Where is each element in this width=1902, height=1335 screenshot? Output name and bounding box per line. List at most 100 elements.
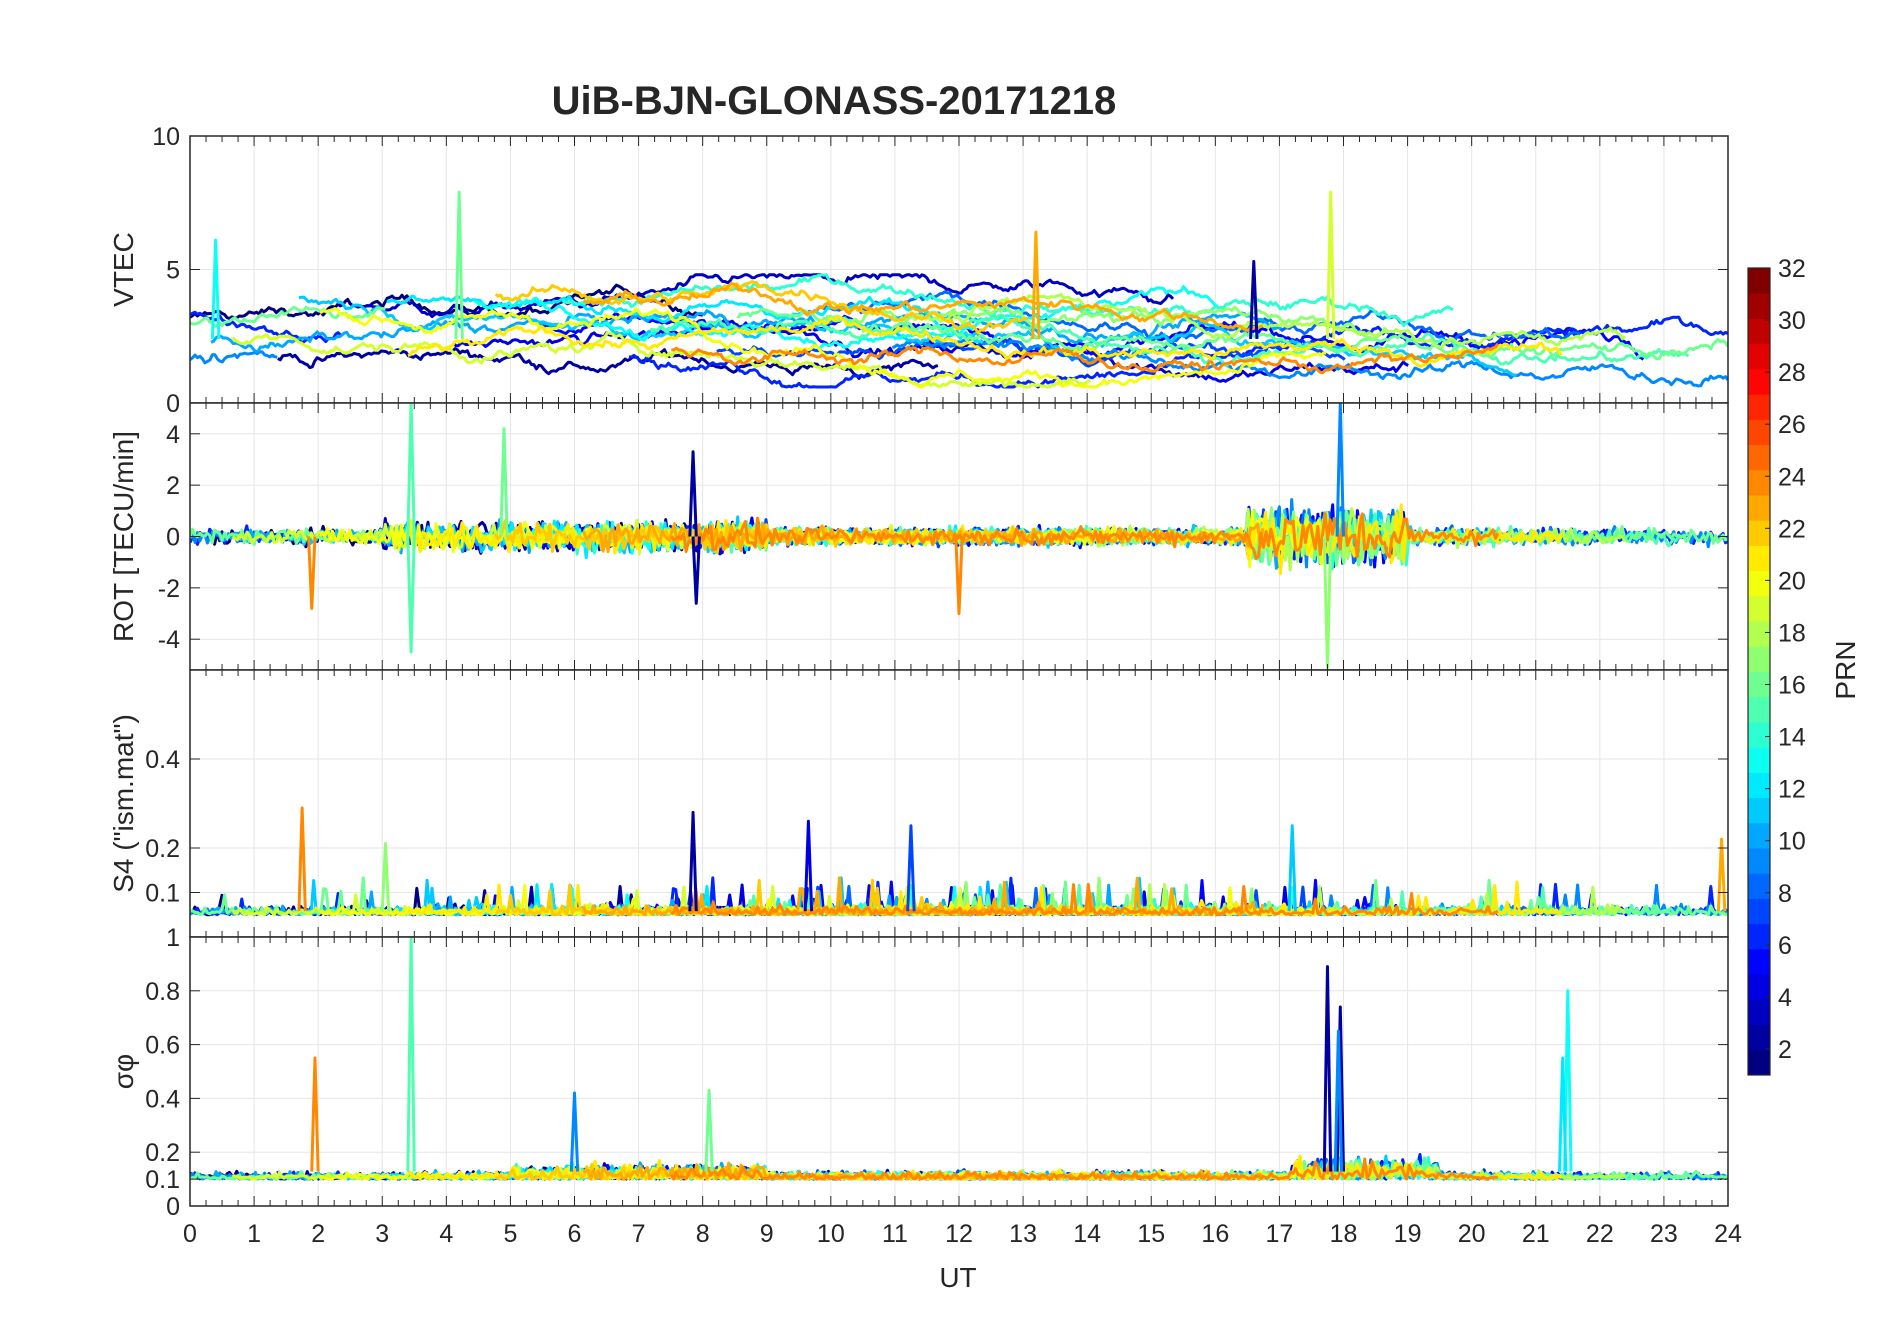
y-axis-label: VTEC (108, 232, 139, 307)
colorbar-bin (1748, 621, 1770, 647)
peak-point (1716, 837, 1727, 912)
colorbar-bin (1748, 822, 1770, 849)
colorbar-tick-label: 20 (1778, 567, 1806, 595)
series-line-prn-16 (736, 307, 1728, 361)
peak-point (1325, 190, 1336, 339)
colorbar-bin (1748, 948, 1770, 975)
colorbar-bin (1748, 520, 1770, 546)
series-line-prn-24 (671, 342, 1500, 375)
x-tick-label: 8 (696, 1220, 710, 1248)
series-line-prn-20 (319, 307, 1327, 389)
colorbar-tick-label: 6 (1778, 932, 1792, 960)
peak-point (1322, 965, 1333, 1172)
x-tick-label: 17 (1266, 1220, 1294, 1248)
x-tick-label: 20 (1458, 1220, 1486, 1248)
x-tick-label: 0 (183, 1220, 197, 1248)
x-tick-label: 1 (247, 1220, 261, 1248)
colorbar-bin (1748, 747, 1770, 773)
series-line-prn-9 (190, 350, 278, 365)
colorbar-tick-label: 10 (1778, 828, 1806, 856)
x-tick-label: 12 (945, 1220, 973, 1248)
x-tick-label: 22 (1586, 1220, 1614, 1248)
series-line-prn-6 (628, 315, 1728, 389)
x-axis-label: UT (939, 1262, 976, 1293)
colorbar-bin (1748, 545, 1770, 572)
series-line-prn-19 (231, 330, 1092, 389)
y-tick-label: 5 (166, 257, 180, 285)
colorbar-bin (1748, 974, 1770, 1000)
series-line-prn-18 (913, 292, 1626, 349)
colorbar-bin (1748, 1049, 1770, 1076)
peak-point (1335, 1005, 1345, 1172)
peak-point (691, 536, 701, 605)
colorbar-tick-label: 16 (1778, 672, 1806, 700)
x-tick-label: 13 (1009, 1220, 1037, 1248)
series-line-prn-22 (494, 280, 1029, 335)
series-line-prn-21 (407, 315, 1563, 368)
colorbar-bin (1748, 570, 1770, 597)
colorbar-tick-label: 28 (1778, 359, 1806, 387)
peak-point (688, 450, 698, 537)
y-tick-label: 0 (166, 1193, 180, 1221)
y-axis-label: ROT [TECU/min] (108, 431, 139, 642)
y-tick-label: 0.2 (145, 1139, 180, 1167)
peak-point (1335, 403, 1345, 537)
colorbar-tick-label: 8 (1778, 880, 1792, 908)
colorbar-label: PRN (1830, 640, 1861, 699)
x-tick-label: 24 (1714, 1220, 1742, 1248)
y-tick-label: 0.8 (145, 978, 180, 1006)
colorbar-bin (1748, 848, 1770, 874)
y-tick-label: 0.4 (145, 746, 180, 774)
peak-point (954, 536, 964, 616)
peak-point (569, 1091, 580, 1172)
panel-sigma_phi: 00.10.2 0.4 0.6 0.8 1 σφ (108, 924, 1729, 1221)
colorbar-tick-label: 18 (1778, 619, 1806, 647)
x-tick-label: 2 (311, 1220, 325, 1248)
y-tick-label: 4 (166, 421, 180, 449)
colorbar-tick-label: 32 (1778, 255, 1806, 283)
x-tick-label: 18 (1330, 1220, 1358, 1248)
y-tick-label: 10 (152, 123, 180, 151)
peak-point (1249, 259, 1259, 339)
peak-point (210, 238, 221, 339)
peak-point (1031, 230, 1041, 339)
series-line-prn-23 (582, 281, 1264, 332)
y-tick-label: 0.2 (145, 835, 180, 863)
colorbar-bin (1748, 721, 1770, 748)
peak-point (310, 1056, 320, 1172)
colorbar-tick-label: 14 (1778, 724, 1806, 752)
panel-vtec: 0 5 10 VTEC (108, 123, 1729, 418)
series-group (190, 273, 1728, 389)
colorbar-tick-label: 24 (1778, 463, 1806, 491)
x-tick-label: 11 (882, 1220, 908, 1248)
peak-point (906, 824, 916, 912)
series-line-prn-2 (277, 347, 939, 380)
y-axis-label: σφ (108, 1054, 139, 1089)
colorbar-bin (1748, 419, 1770, 446)
peak-point (406, 536, 416, 654)
colorbar-tick-label: 30 (1778, 307, 1806, 335)
colorbar-tick-label: 26 (1778, 411, 1806, 439)
peak-point (803, 819, 814, 912)
x-tick-label: 15 (1137, 1220, 1165, 1248)
x-tick-label: 10 (817, 1220, 845, 1248)
colorbar-bin (1748, 999, 1770, 1026)
chart-title: UiB-BJN-GLONASS-20171218 (552, 79, 1117, 123)
colorbar-bin (1748, 368, 1770, 395)
y-tick-label: 2 (166, 472, 180, 500)
colorbar-bin (1748, 646, 1770, 672)
peak-point (380, 842, 391, 912)
series-line-prn-16 (190, 305, 386, 328)
colorbar-bin (1748, 293, 1770, 319)
panel-s4: 0.1 0.2 0.4S4 ("ism.mat") (108, 669, 1729, 938)
series-line-prn-24 (670, 512, 1500, 560)
colorbar-bin (1748, 772, 1770, 799)
x-tick-label: 5 (503, 1220, 517, 1248)
peak-point (454, 190, 464, 339)
colorbar-bin (1748, 671, 1770, 698)
colorbar-bin (1748, 268, 1770, 294)
